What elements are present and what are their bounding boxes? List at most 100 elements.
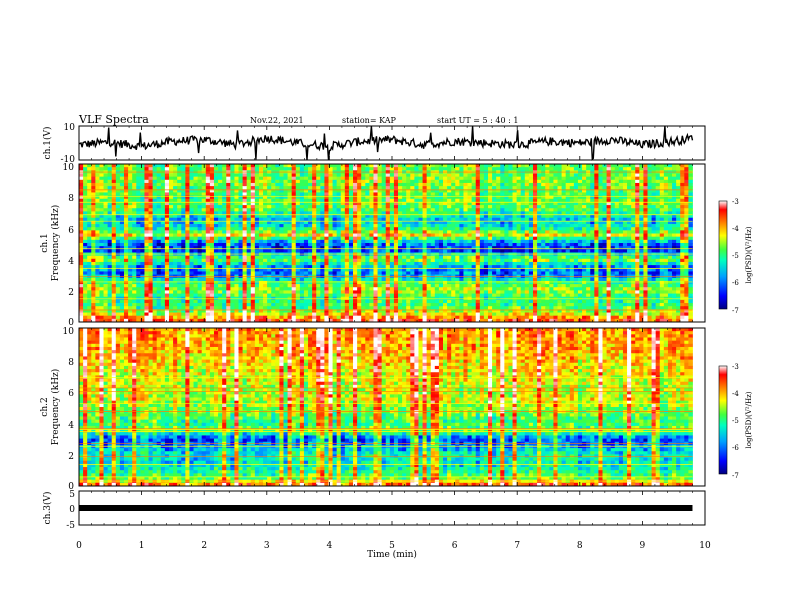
spectrogram-cell: [553, 208, 557, 212]
spectrogram-cell: [566, 167, 570, 171]
spectrogram-cell: [574, 183, 578, 187]
spectrogram-cell: [423, 218, 427, 222]
spectrogram-cell: [533, 249, 537, 253]
spectrogram-cell: [688, 237, 692, 241]
spectrogram-cell: [545, 183, 549, 187]
spectrogram-cell: [324, 227, 328, 231]
spectrogram-cell: [574, 230, 578, 234]
spectrogram-cell: [112, 192, 116, 196]
spectrogram-cell: [688, 177, 692, 181]
spectrogram-cell: [484, 249, 488, 253]
spectrogram-cell: [369, 186, 373, 190]
spectrogram-cell: [517, 237, 521, 241]
spectrogram-cell: [594, 164, 598, 168]
spectrogram-cell: [578, 164, 582, 168]
spectrogram-cell: [500, 234, 504, 238]
spectrogram-cell: [279, 192, 283, 196]
spectrogram-cell: [410, 167, 414, 171]
spectrogram-cell: [394, 237, 398, 241]
spectrogram-cell: [198, 243, 202, 247]
spectrogram-cell: [341, 227, 345, 231]
spectrogram-cell: [157, 192, 161, 196]
spectrogram-cell: [218, 237, 222, 241]
spectrogram-cell: [255, 262, 259, 266]
spectrogram-cell: [443, 249, 447, 253]
spectrogram-cell: [517, 230, 521, 234]
spectrogram-cell: [394, 259, 398, 263]
spectrogram-cell: [226, 234, 230, 238]
spectrogram-cell: [508, 164, 512, 168]
spectrogram-cell: [525, 230, 529, 234]
spectrogram-cell: [144, 192, 148, 196]
spectrogram-cell: [537, 237, 541, 241]
spectrogram-cell: [296, 230, 300, 234]
spectrogram-cell: [496, 180, 500, 184]
spectrogram-cell: [676, 167, 680, 171]
spectrogram-cell: [79, 180, 83, 184]
spectrogram-cell: [623, 249, 627, 253]
spectrogram-cell: [631, 246, 635, 250]
spectrogram-cell: [292, 249, 296, 253]
spectrogram-cell: [95, 218, 99, 222]
spectrogram-cell: [112, 205, 116, 209]
spectrogram-cell: [672, 186, 676, 190]
spectrogram-cell: [382, 199, 386, 203]
spectrogram-cell: [324, 192, 328, 196]
spectrogram-cell: [423, 234, 427, 238]
spectrogram-cell: [455, 230, 459, 234]
spectrogram-cell: [341, 164, 345, 168]
spectrogram-cell: [337, 227, 341, 231]
spectrogram-cell: [210, 183, 214, 187]
spectrogram-cell: [647, 192, 651, 196]
spectrogram-cell: [480, 167, 484, 171]
spectrogram-cell: [104, 218, 108, 222]
spectrogram-cell: [95, 230, 99, 234]
spectrogram-cell: [263, 240, 267, 244]
spectrogram-cell: [157, 249, 161, 253]
spectrogram-cell: [181, 224, 185, 228]
spectrogram-cell: [369, 218, 373, 222]
spectrogram-cell: [279, 256, 283, 260]
spectrogram-cell: [214, 183, 218, 187]
spectrogram-cell: [267, 246, 271, 250]
spectrogram-cell: [427, 262, 431, 266]
spectrogram-cell: [120, 224, 124, 228]
spectrogram-cell: [369, 208, 373, 212]
spectrogram-cell: [525, 243, 529, 247]
spectrogram-cell: [390, 246, 394, 250]
spectrogram-cell: [300, 256, 304, 260]
spectrogram-cell: [484, 246, 488, 250]
spectrogram-cell: [582, 262, 586, 266]
spectrogram-cell: [492, 262, 496, 266]
spectrogram-cell: [345, 259, 349, 263]
spectrogram-cell: [345, 237, 349, 241]
spectrogram-cell: [521, 237, 525, 241]
spectrogram-cell: [234, 173, 238, 177]
spectrogram-cell: [578, 208, 582, 212]
spectrogram-cell: [513, 246, 517, 250]
spectrogram-cell: [676, 186, 680, 190]
spectrogram-cell: [120, 237, 124, 241]
spectrogram-cell: [611, 218, 615, 222]
spectrogram-cell: [643, 237, 647, 241]
spectrogram-cell: [108, 224, 112, 228]
spectrogram-cell: [353, 230, 357, 234]
spectrogram-cell: [427, 177, 431, 181]
spectrogram-cell: [181, 227, 185, 231]
spectrogram-cell: [558, 173, 562, 177]
spectrogram-cell: [328, 240, 332, 244]
spectrogram-cell: [144, 205, 148, 209]
spectrogram-cell: [108, 256, 112, 260]
spectrogram-cell: [680, 246, 684, 250]
spectrogram-cell: [206, 208, 210, 212]
spectrogram-cell: [247, 173, 251, 177]
spectrogram-cell: [623, 237, 627, 241]
spectrogram-cell: [247, 186, 251, 190]
spectrogram-cell: [365, 246, 369, 250]
spectrogram-cell: [594, 183, 598, 187]
spectrogram-cell: [128, 192, 132, 196]
spectrogram-cell: [263, 177, 267, 181]
spectrogram-cell: [144, 243, 148, 247]
spectrogram-cell: [668, 246, 672, 250]
spectrogram-cell: [308, 259, 312, 263]
